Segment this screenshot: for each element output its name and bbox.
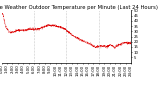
Title: Milwaukee Weather Outdoor Temperature per Minute (Last 24 Hours): Milwaukee Weather Outdoor Temperature pe… (0, 5, 158, 10)
